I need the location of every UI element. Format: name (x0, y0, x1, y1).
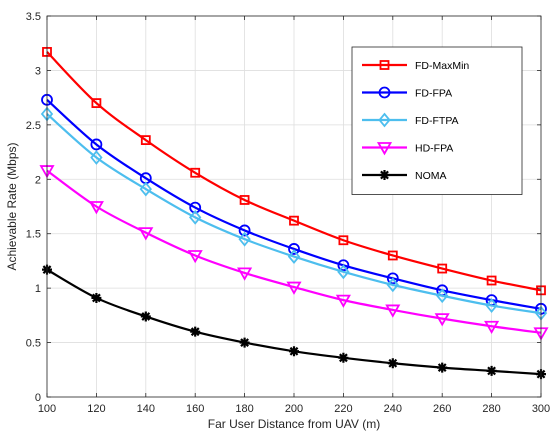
tick-labels: 100 120 140 160 180 200 220 240 260 280 300 0 0.5 1 1.… (26, 11, 550, 415)
y-tick-label: 1 (35, 283, 41, 295)
legend-item-fd-fpa: FD-FPA (362, 86, 452, 100)
data-point-noma (190, 326, 201, 337)
data-point-hd-fpa (187, 250, 203, 264)
x-tick-label: 200 (285, 403, 303, 415)
legend-marker-fd-fpa (378, 86, 391, 99)
legend-item-fd-ftpa: FD-FTPA (362, 112, 459, 128)
legend-item-fd-maxmin: FD-MaxMin (362, 60, 469, 72)
x-tick-label: 300 (532, 403, 550, 415)
data-point-fd-ftpa (337, 264, 350, 280)
data-point-noma (486, 365, 497, 376)
data-point-fd-maxmin (338, 235, 349, 246)
data-point-fd-ftpa (90, 150, 103, 165)
x-tick-label: 180 (235, 403, 253, 415)
y-tick-label: 2 (35, 174, 41, 186)
series-line-fd-fpa (46, 99, 542, 310)
data-point-noma (239, 337, 250, 348)
data-point-noma (437, 362, 448, 373)
data-point-fd-fpa (90, 138, 103, 151)
legend-item-noma: NOMA (362, 170, 447, 182)
x-tick-label: 260 (433, 403, 451, 415)
legend-item-hd-fpa: HD-FPA (362, 142, 453, 156)
legend-label-fd-fpa: FD-FPA (415, 88, 452, 100)
legend-marker-fd-ftpa (378, 112, 391, 128)
data-point-fd-maxmin (91, 98, 102, 108)
series-line-fd-maxmin (46, 51, 542, 292)
data-point-hd-fpa (335, 294, 351, 308)
data-point-fd-maxmin (486, 275, 497, 286)
series-fd-ftpa (40, 106, 548, 321)
data-point-noma (140, 311, 151, 322)
data-point-fd-maxmin (140, 135, 151, 145)
data-point-fd-ftpa (436, 288, 449, 304)
legend-marker-noma (379, 170, 390, 180)
data-point-hd-fpa (385, 304, 401, 318)
data-point-fd-ftpa (287, 249, 301, 264)
data-point-hd-fpa (88, 201, 104, 215)
x-tick-label: 160 (186, 403, 204, 415)
series-fd-maxmin (42, 47, 546, 296)
data-point-noma (289, 346, 299, 357)
data-point-fd-ftpa (386, 277, 399, 293)
data-point-fd-ftpa (189, 209, 202, 225)
legend-label-fd-ftpa: FD-FTPA (415, 115, 459, 127)
x-tick-label: 280 (482, 403, 500, 415)
data-point-hd-fpa (434, 313, 450, 327)
data-point-fd-fpa (288, 243, 300, 255)
legend-marker-fd-maxmin (379, 60, 390, 70)
legend: FD-MaxMin FD-FPA FD-FTPA HD-FPA NOMA (351, 46, 523, 195)
y-tick-label: 1.5 (26, 229, 41, 241)
data-point-fd-fpa (238, 224, 251, 237)
data-point-noma (91, 292, 102, 303)
legend-marker-hd-fpa (376, 142, 393, 156)
ticks (46, 15, 542, 398)
y-axis-label: Achievable Rate (Mbps) (5, 142, 19, 270)
data-point-hd-fpa (286, 281, 302, 295)
x-axis-label: Far User Distance from UAV (m) (208, 417, 380, 431)
data-point-fd-ftpa (238, 231, 251, 247)
data-point-fd-fpa (386, 272, 399, 285)
legend-label-noma: NOMA (415, 170, 447, 182)
data-point-fd-ftpa (139, 181, 152, 197)
data-point-fd-maxmin (239, 195, 250, 205)
legend-label-fd-maxmin: FD-MaxMin (415, 60, 469, 72)
y-tick-label: 3 (35, 65, 41, 77)
x-tick-label: 100 (38, 403, 56, 415)
data-point-fd-maxmin (387, 250, 398, 261)
data-point-fd-ftpa (485, 298, 498, 313)
data-point-hd-fpa (138, 227, 154, 241)
y-tick-label: 0.5 (26, 338, 41, 350)
legend-label-hd-fpa: HD-FPA (415, 143, 453, 155)
series-line-hd-fpa (46, 169, 542, 334)
y-tick-label: 3.5 (26, 11, 41, 23)
data-point-hd-fpa (237, 267, 253, 281)
data-point-hd-fpa (484, 320, 500, 335)
x-tick-label: 240 (384, 403, 402, 415)
series-line-fd-ftpa (46, 113, 542, 315)
data-point-fd-maxmin (190, 167, 201, 178)
y-tick-label: 0 (35, 392, 41, 404)
data-point-fd-maxmin (437, 263, 448, 274)
data-point-fd-fpa (337, 259, 350, 272)
x-tick-label: 120 (87, 403, 105, 415)
x-tick-label: 140 (137, 403, 155, 415)
data-point-fd-maxmin (289, 215, 299, 226)
data-point-noma (387, 358, 398, 369)
series-hd-fpa (39, 165, 549, 341)
x-tick-label: 220 (334, 403, 352, 415)
data-point-noma (338, 352, 349, 363)
series-group (39, 47, 549, 380)
y-tick-label: 2.5 (26, 120, 41, 132)
